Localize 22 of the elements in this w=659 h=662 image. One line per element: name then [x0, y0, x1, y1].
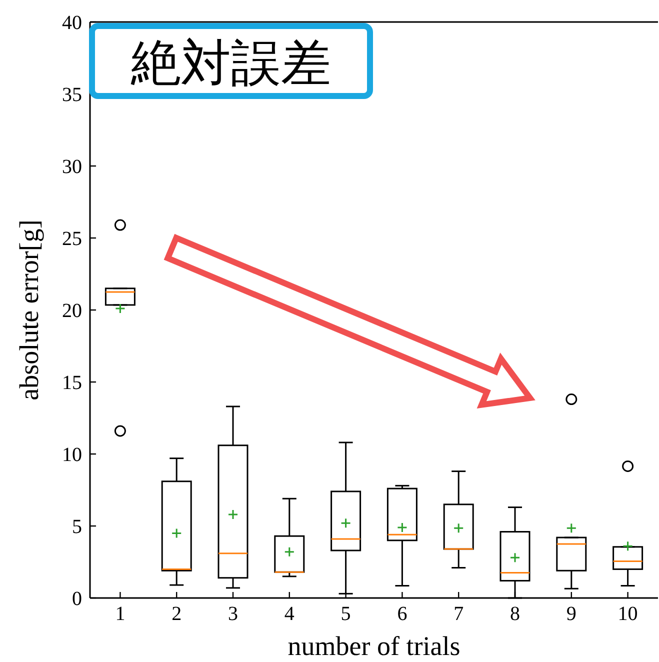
- y-tick-label: 0: [72, 588, 82, 610]
- y-tick-label: 20: [62, 300, 82, 322]
- y-tick-label: 15: [62, 372, 82, 394]
- chart-title: 絶対誤差: [130, 34, 331, 92]
- x-tick-label: 1: [115, 603, 126, 625]
- x-tick-label: 8: [510, 603, 520, 625]
- x-tick-label: 10: [618, 603, 638, 625]
- x-tick-label: 4: [284, 603, 294, 625]
- y-tick-label: 40: [62, 12, 82, 34]
- x-tick-label: 5: [340, 603, 351, 625]
- y-tick-label: 35: [62, 84, 82, 106]
- x-tick-label: 9: [566, 603, 576, 625]
- x-axis-title: number of trials: [288, 631, 460, 661]
- x-tick-label: 6: [397, 603, 408, 625]
- x-tick-label: 3: [228, 603, 238, 625]
- x-tick-label: 2: [172, 603, 182, 625]
- y-tick-label: 30: [62, 156, 82, 178]
- y-tick-label: 5: [72, 516, 82, 538]
- y-tick-label: 25: [62, 228, 82, 250]
- y-tick-label: 10: [62, 444, 82, 466]
- y-axis-title: absolute error[g]: [14, 220, 44, 400]
- x-tick-label: 7: [454, 603, 464, 625]
